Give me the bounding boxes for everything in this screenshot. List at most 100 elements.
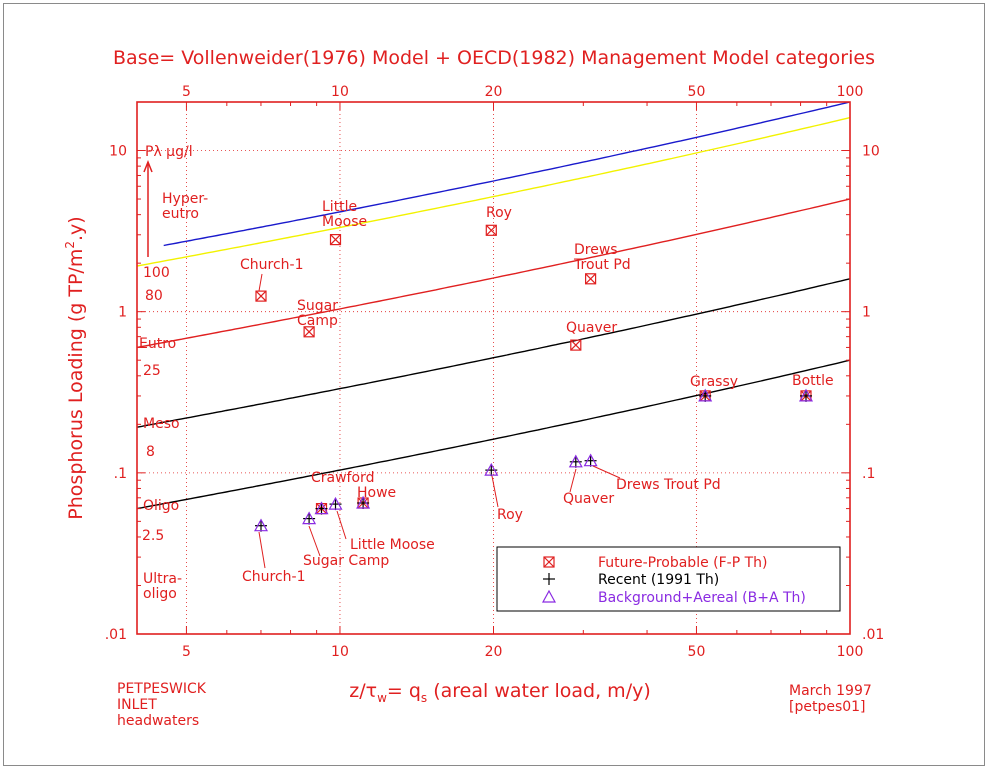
x-tick-label-bottom: 20 — [485, 644, 503, 660]
point-label-upper-1: Sugar Camp — [297, 298, 338, 329]
footer-left: PETPESWICK INLET headwaters — [117, 681, 210, 729]
trophic-meso: Meso — [143, 416, 180, 432]
point-labels: Church-1 Sugar Camp Little Moose Roy Drews Trou… — [240, 199, 834, 585]
curve-label-8: 8 — [146, 444, 155, 460]
legend-marker-triangle — [541, 589, 557, 603]
y-tick-label-right: .1 — [862, 466, 875, 482]
leader-line-5 — [592, 465, 621, 479]
marker-plus-quaver — [569, 455, 582, 468]
marker-boxed-x-roy — [485, 224, 497, 236]
curve-label-100: 100 — [143, 265, 170, 281]
leader-line-4 — [569, 468, 577, 493]
y-tick-label-left: 10 — [109, 144, 127, 160]
point-label-upper-0: Church-1 — [240, 257, 304, 273]
y-tick-label-left: .01 — [105, 627, 127, 643]
legend-label-recent: Recent (1991 Th) — [598, 572, 719, 588]
leader-line-1 — [308, 525, 321, 557]
legend-label-future: Future-Probable (F-P Th) — [598, 555, 768, 571]
x-tick-label-bottom: 10 — [331, 644, 349, 660]
curve-label-2.5: 2.5 — [142, 528, 164, 544]
marker-triangle-bottle — [798, 388, 814, 402]
point-label-lower-2: Little Moose — [350, 537, 435, 553]
axes — [136, 101, 851, 635]
marker-plus-church-1 — [255, 519, 267, 532]
marker-plus-crawford — [315, 502, 328, 515]
x-tick-label-top: 50 — [688, 84, 706, 100]
leader-church-upper — [258, 273, 263, 292]
marker-triangle-quaver — [568, 454, 583, 468]
point-label-lower-7: Drews Trout Pd — [616, 477, 721, 493]
threshold-curve-80 — [136, 116, 851, 267]
marker-triangle-howe — [356, 495, 371, 509]
point-label-lower-5: Roy — [497, 507, 523, 523]
point-label-upper-6: Grassy — [690, 374, 738, 390]
legend-marker-plus — [543, 573, 555, 585]
marker-triangle-sugar-camp — [302, 511, 317, 525]
y-axis-label: Phosphorus Loading (g TP/m2.y) — [63, 216, 87, 519]
chart-title: Base= Vollenweider(1976) Model + OECD(19… — [113, 47, 875, 69]
marker-plus-bottle — [800, 389, 812, 402]
marker-plus-little-moose — [329, 498, 342, 511]
marker-boxed-x-sugar-camp — [303, 326, 315, 338]
marker-boxed-x-quaver — [570, 339, 582, 351]
point-label-lower-4: Church-1 — [242, 569, 306, 585]
concentration-arrowhead — [143, 159, 153, 173]
marker-triangle-drews-trout-pd — [583, 453, 598, 467]
point-label-lower-3: Sugar Camp — [303, 553, 389, 569]
point-label-upper-5: Quaver — [566, 320, 617, 336]
point-label-lower-6: Quaver — [563, 491, 614, 507]
x-tick-label-bottom: 100 — [837, 644, 864, 660]
point-label-lower-0: Crawford — [311, 470, 374, 486]
marker-plus-roy — [485, 464, 498, 477]
figure-frame — [3, 3, 985, 766]
x-tick-label-top: 100 — [837, 84, 864, 100]
grid — [137, 102, 850, 634]
threshold-curve-2.5 — [136, 359, 851, 510]
marker-plus-grassy — [699, 389, 712, 402]
marker-triangle-church-1 — [253, 518, 269, 532]
marker-boxed-x-church-1 — [255, 290, 267, 302]
marker-boxed-x-little-moose — [329, 234, 342, 246]
marker-triangle-grassy — [698, 388, 713, 402]
marker-triangle-crawford — [314, 501, 329, 515]
x-tick-label-top: 10 — [331, 84, 349, 100]
y-tick-label-left: 1 — [118, 305, 127, 321]
legend-label-background: Background+Aereal (B+A Th) — [598, 590, 806, 606]
concentration-note: Pλ µg/l — [143, 144, 193, 257]
threshold-curve-100 — [163, 101, 851, 247]
trophic-oligo: Oligo — [143, 498, 179, 514]
x-tick-label-top: 5 — [182, 84, 191, 100]
footer-right: March 1997 [petpes01] — [789, 683, 876, 715]
trophic-labels: Hyper-eutro 100 80 Eutro 25 Meso 8 Oligo 2.5 Ultr… — [139, 191, 208, 602]
x-tick-label-bottom: 5 — [182, 644, 191, 660]
point-label-upper-2: Little Moose — [322, 199, 367, 230]
marker-plus-howe — [357, 497, 370, 509]
leader-line-3 — [491, 475, 499, 508]
point-label-upper-7: Bottle — [792, 373, 834, 389]
point-label-upper-4: Drews Trout Pd — [573, 242, 631, 273]
x-tick-label-top: 20 — [485, 84, 503, 100]
marker-plus-sugar-camp — [303, 512, 316, 525]
y-tick-label-right: 10 — [862, 144, 880, 160]
trophic-eutro: Eutro — [139, 336, 176, 352]
y-tick-label-right: .01 — [862, 627, 884, 643]
threshold-curve-25 — [136, 198, 851, 349]
data-markers — [253, 224, 814, 532]
x-tick-label-bottom: 50 — [688, 644, 706, 660]
trophic-hypereutro: Hyper-eutro — [162, 191, 208, 222]
marker-triangle-roy — [484, 462, 499, 476]
y-tick-label-left: .1 — [114, 466, 127, 482]
leader-line-0 — [336, 510, 347, 540]
legend-marker-boxed-x — [543, 556, 555, 568]
marker-boxed-x-drews-trout-pd — [584, 273, 597, 285]
threshold-curve-8 — [136, 278, 851, 428]
point-label-upper-3: Roy — [486, 205, 512, 221]
concentration-label: Pλ µg/l — [145, 144, 193, 160]
leader-line-2 — [258, 531, 266, 569]
marker-triangle-little-moose — [328, 496, 343, 510]
legend: Future-Probable (F-P Th) Recent (1991 Th… — [496, 546, 841, 612]
curve-label-25: 25 — [143, 363, 161, 379]
point-label-lower-1: Howe — [357, 485, 396, 501]
